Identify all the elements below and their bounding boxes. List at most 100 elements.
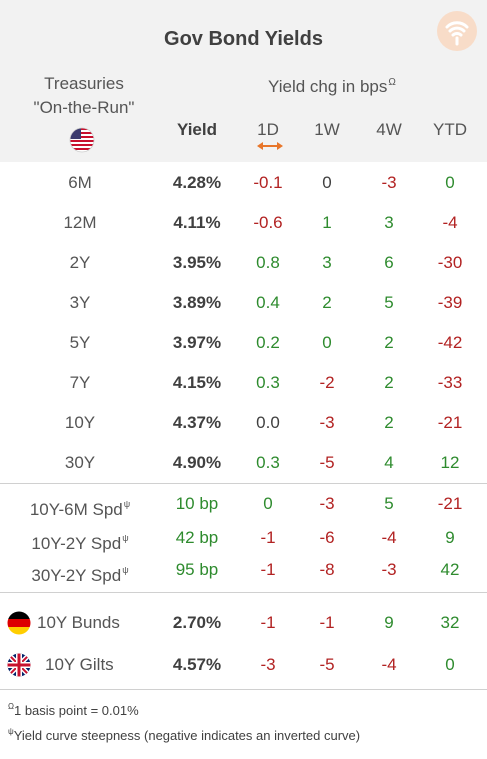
change-1d: -1 xyxy=(260,613,276,632)
table-row: 10Y Gilts 4.57% -3 -5 -4 0 xyxy=(0,645,487,685)
table-row: 3Y 3.89% 0.4 2 5 -39 xyxy=(0,283,487,323)
yield-value: 4.57% xyxy=(172,655,222,674)
footnote-text: 1 basis point = 0.01% xyxy=(13,703,139,718)
change-ytd: 0 xyxy=(445,173,455,192)
change-1d: 0.2 xyxy=(256,333,280,352)
table-row: 10Y-2Y Spdψ 42 bp -1 -6 -4 9 xyxy=(0,518,487,558)
change-ytd: 32 xyxy=(440,613,460,632)
yield-value: 4.11% xyxy=(173,213,221,232)
col-header-1d[interactable]: 1D xyxy=(257,120,279,139)
change-4w: -3 xyxy=(381,560,397,579)
omega-footnote-marker: Ω xyxy=(8,702,14,711)
change-4w: 9 xyxy=(384,613,394,632)
yield-column-header: Yield xyxy=(177,120,217,139)
change-1w: 0 xyxy=(322,173,332,192)
row-label: 10Y xyxy=(64,413,96,432)
change-ytd: 0 xyxy=(445,655,455,674)
row-label: 5Y xyxy=(69,333,91,352)
change-4w: 6 xyxy=(384,253,394,272)
footnote-text: Yield curve steepness (negative indicate… xyxy=(13,728,361,743)
change-4w: -3 xyxy=(381,173,397,192)
table-row: 30Y-2Y Spdψ 95 bp -1 -8 -3 42 xyxy=(0,550,487,590)
change-1w: -3 xyxy=(319,494,335,513)
spread-label: 10Y-6M Spd xyxy=(29,500,123,519)
change-1w: -1 xyxy=(319,613,335,632)
change-4w: -4 xyxy=(381,528,397,547)
change-1d: 0.3 xyxy=(256,453,280,472)
yield-value: 4.15% xyxy=(172,373,222,392)
change-1d: -1 xyxy=(260,528,276,547)
table-row: 12M 4.11% -0.6 1 3 -4 xyxy=(0,203,487,243)
row-label: 12M xyxy=(63,213,97,232)
change-1d: -0.6 xyxy=(253,213,283,232)
change-ytd: -30 xyxy=(437,253,463,272)
table-row: 5Y 3.97% 0.2 0 2 -42 xyxy=(0,323,487,363)
spread-value: 42 bp xyxy=(175,528,219,547)
spread-value: 95 bp xyxy=(175,560,219,579)
col-header-ytd[interactable]: YTD xyxy=(433,120,467,139)
row-label: 30Y xyxy=(64,453,96,472)
change-1w: -3 xyxy=(319,413,335,432)
psi-footnote-marker: ψ xyxy=(122,533,129,543)
change-1d: 0 xyxy=(263,494,273,513)
change-4w: 2 xyxy=(384,333,394,352)
yield-value: 3.97% xyxy=(172,333,222,352)
change-1w: 0 xyxy=(322,333,332,352)
change-4w: -4 xyxy=(381,655,397,674)
section-divider xyxy=(0,689,487,690)
change-1w: 2 xyxy=(322,293,332,312)
change-1d: 0.0 xyxy=(256,413,280,432)
change-1w: -5 xyxy=(319,453,335,472)
on-the-run-label: "On-the-Run" xyxy=(33,98,135,117)
yield-value: 3.89% xyxy=(172,293,222,312)
change-4w: 3 xyxy=(384,213,394,232)
change-4w: 2 xyxy=(384,413,394,432)
change-4w: 2 xyxy=(384,373,394,392)
table-row: 7Y 4.15% 0.3 -2 2 -33 xyxy=(0,363,487,403)
footnote-steepness: ψYield curve steepness (negative indicat… xyxy=(8,727,360,743)
change-ytd: 42 xyxy=(440,560,460,579)
psi-footnote-marker: ψ xyxy=(8,727,14,736)
change-ytd: -4 xyxy=(442,213,458,232)
row-label: 7Y xyxy=(69,373,91,392)
yield-value: 4.28% xyxy=(172,173,222,192)
table-row: 10Y Bunds 2.70% -1 -1 9 32 xyxy=(0,603,487,643)
change-1w: -8 xyxy=(319,560,335,579)
spread-label: 30Y-2Y Spd xyxy=(31,566,122,585)
col-header-4w[interactable]: 4W xyxy=(376,120,402,139)
col-header-1w[interactable]: 1W xyxy=(314,120,340,139)
change-1d: -3 xyxy=(260,655,276,674)
psi-footnote-marker: ψ xyxy=(122,565,129,575)
change-1w: -6 xyxy=(319,528,335,547)
table-row: 10Y 4.37% 0.0 -3 2 -21 xyxy=(0,403,487,443)
change-1d: 0.3 xyxy=(256,373,280,392)
change-ytd: -42 xyxy=(437,333,463,352)
change-ytd: 12 xyxy=(440,453,460,472)
spread-label: 10Y-2Y Spd xyxy=(31,534,122,553)
row-label: 30Y-2Y Spdψ xyxy=(0,550,160,590)
change-1w: -5 xyxy=(319,655,335,674)
yield-value: 4.37% xyxy=(172,413,222,432)
page-title: Gov Bond Yields xyxy=(164,28,323,50)
table-row: 30Y 4.90% 0.3 -5 4 12 xyxy=(0,443,487,483)
change-1d: -1 xyxy=(260,560,276,579)
change-4w: 5 xyxy=(384,293,394,312)
row-label: 3Y xyxy=(69,293,91,312)
table-row: 6M 4.28% -0.1 0 -3 0 xyxy=(0,163,487,203)
row-label: 6M xyxy=(68,173,92,192)
change-1w: 1 xyxy=(322,213,332,232)
change-ytd: -33 xyxy=(437,373,463,392)
row-label: 10Y Gilts xyxy=(45,655,114,674)
spread-value: 10 bp xyxy=(175,494,219,513)
yield-value: 4.90% xyxy=(172,453,222,472)
table-row: 2Y 3.95% 0.8 3 6 -30 xyxy=(0,243,487,283)
row-label: 10Y Bunds xyxy=(37,613,120,632)
germany-flag-icon xyxy=(7,611,31,635)
yield-change-label: Yield chg in bps xyxy=(268,77,388,96)
psi-footnote-marker: ψ xyxy=(123,499,131,509)
swap-arrows-icon[interactable] xyxy=(257,141,283,151)
change-1w: 3 xyxy=(322,253,332,272)
section-divider xyxy=(0,592,487,593)
change-4w: 4 xyxy=(384,453,394,472)
change-1w: -2 xyxy=(319,373,335,392)
